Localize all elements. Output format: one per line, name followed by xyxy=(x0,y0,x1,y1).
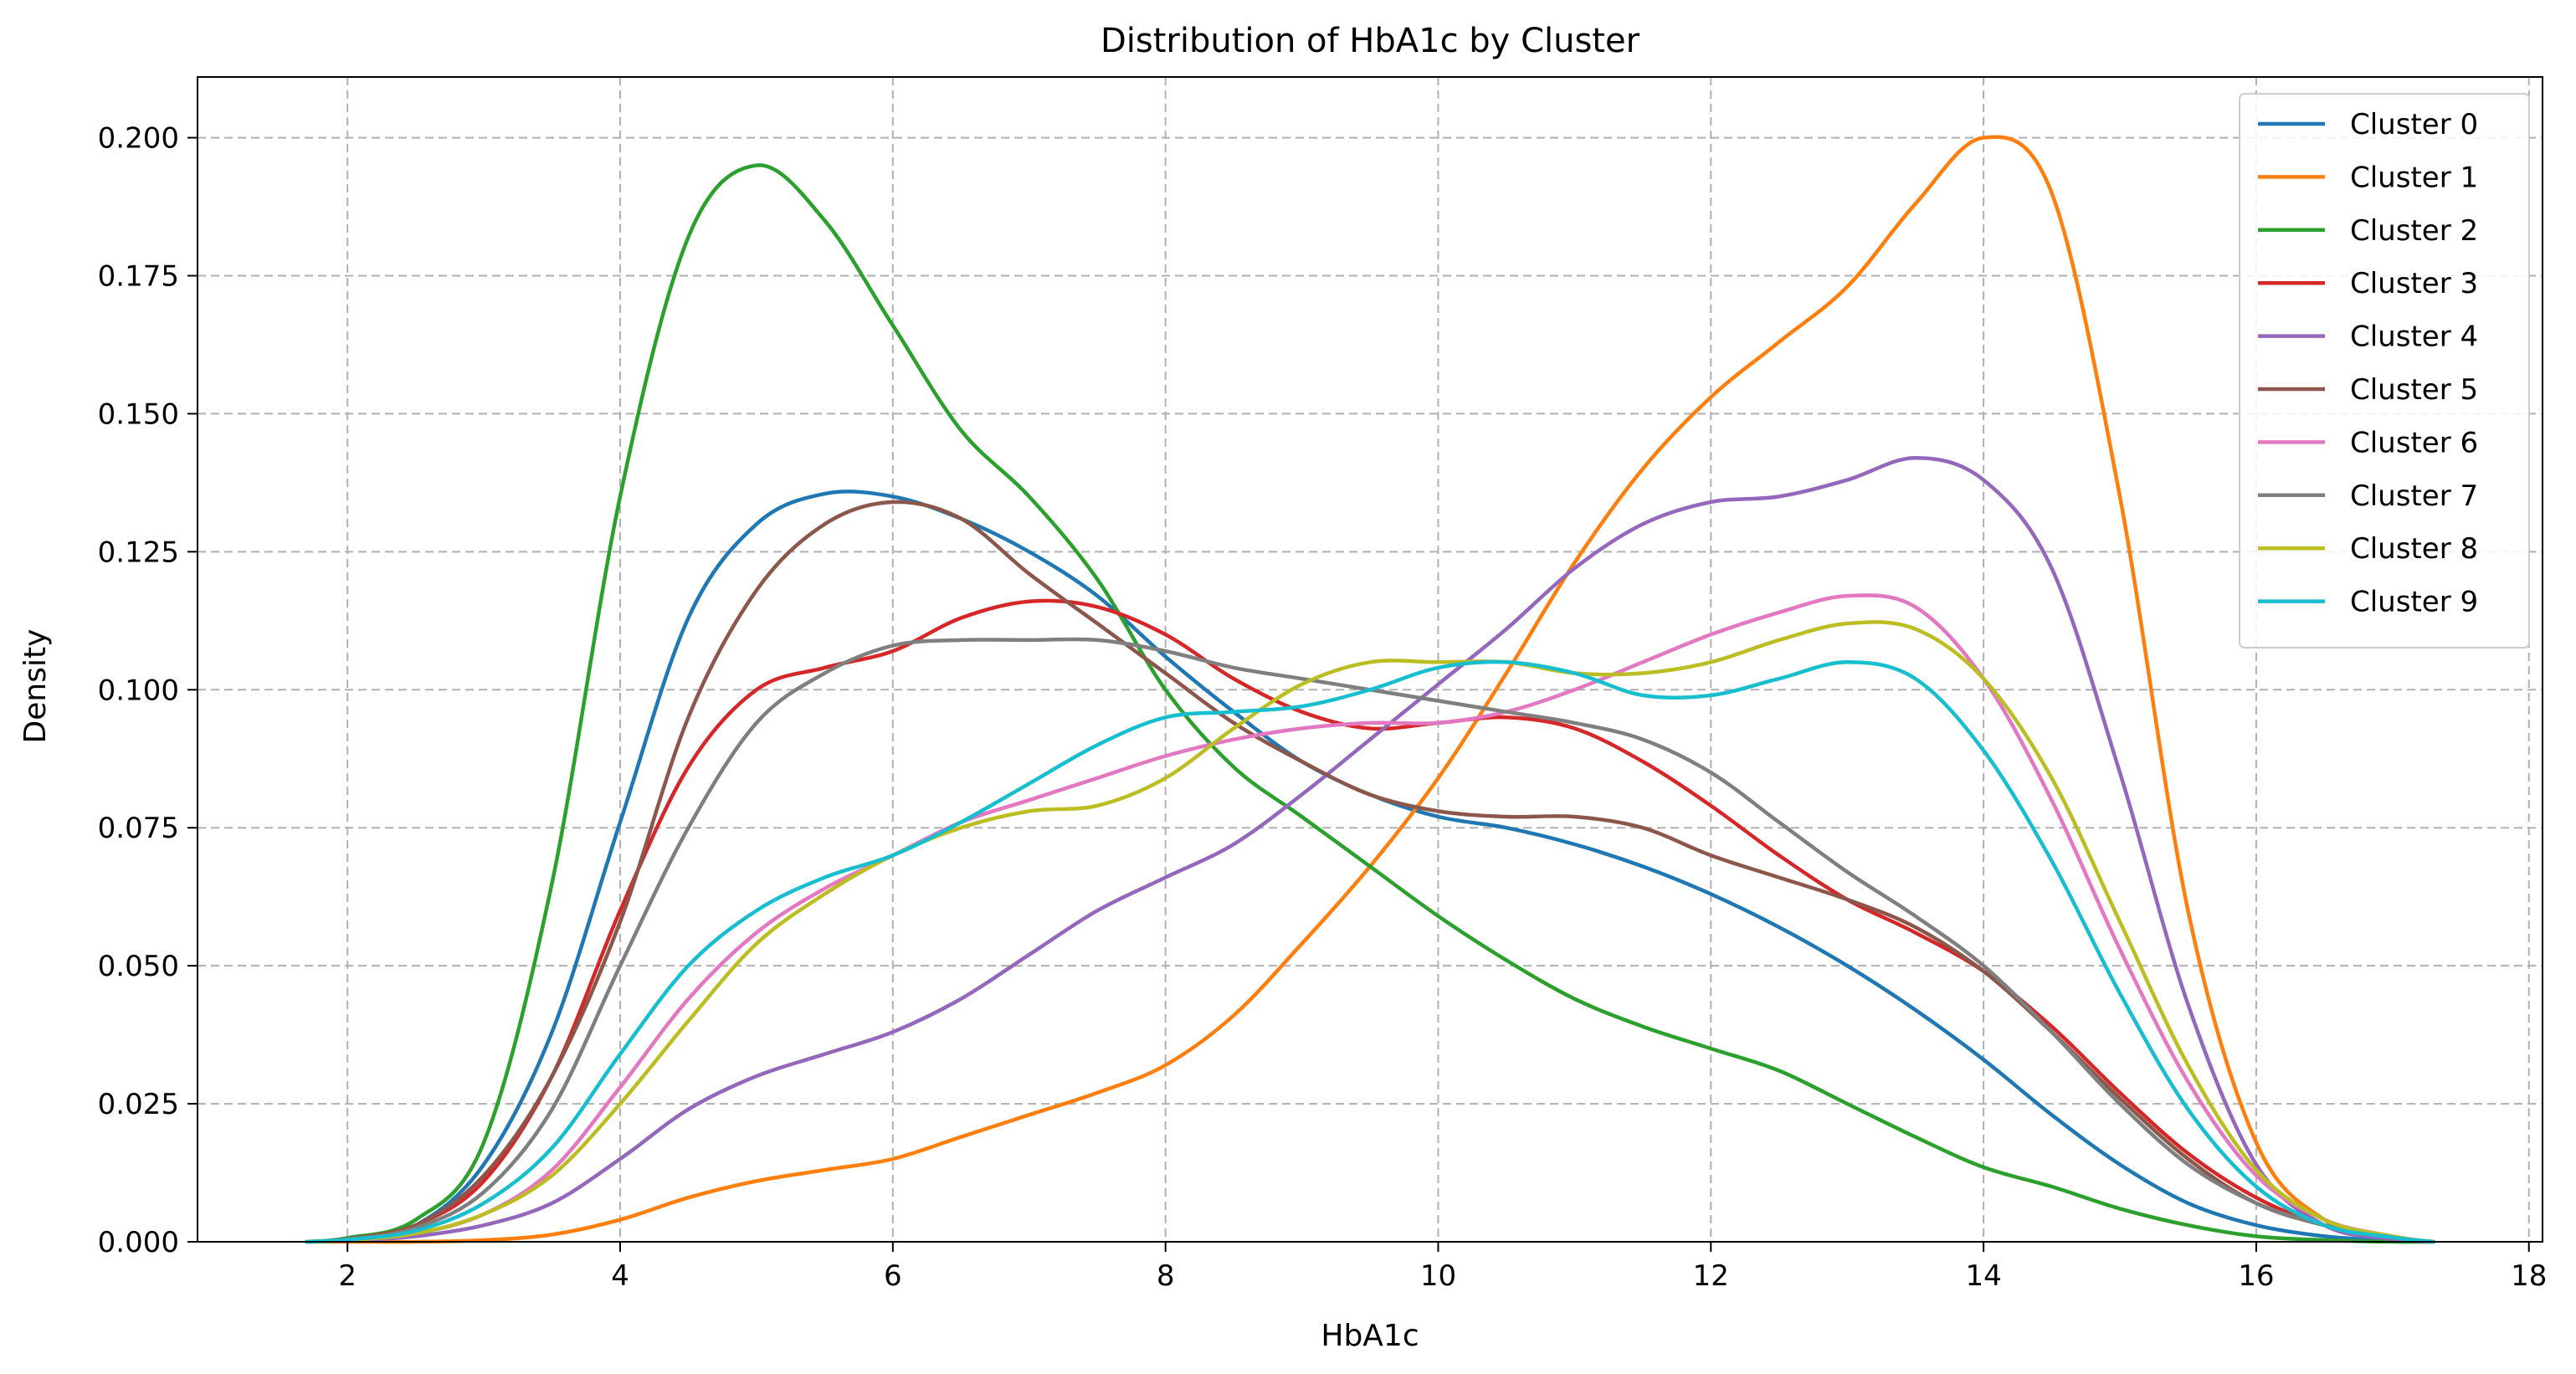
x-tick-label: 18 xyxy=(2511,1259,2547,1293)
y-tick-label: 0.175 xyxy=(98,259,179,293)
y-tick-label: 0.075 xyxy=(98,812,179,845)
legend-label: Cluster 9 xyxy=(2350,586,2478,619)
x-tick-label: 12 xyxy=(1693,1259,1729,1293)
series-line-cluster-6 xyxy=(305,593,2435,1244)
y-axis-label: Density xyxy=(18,629,53,744)
legend-label: Cluster 7 xyxy=(2350,479,2478,513)
legend-label: Cluster 0 xyxy=(2350,108,2478,141)
x-axis-ticks: 2 4 6 8 10 12 14 16 18 xyxy=(338,1242,2547,1293)
x-tick-label: 10 xyxy=(1420,1259,1456,1293)
y-tick-label: 0.150 xyxy=(98,397,179,431)
legend-label: Cluster 1 xyxy=(2350,161,2478,194)
x-tick-label: 8 xyxy=(1157,1259,1175,1293)
y-tick-label: 0.100 xyxy=(98,674,179,707)
series-line-cluster-1 xyxy=(305,135,2435,1244)
plot-frame xyxy=(197,76,2543,1243)
series-line-cluster-2 xyxy=(305,163,2435,1244)
series-line-cluster-8 xyxy=(305,620,2435,1244)
series-line-cluster-4 xyxy=(305,455,2435,1244)
y-tick-label: 0.200 xyxy=(98,122,179,156)
legend-label: Cluster 5 xyxy=(2350,373,2478,407)
x-tick-label: 16 xyxy=(2238,1259,2274,1293)
series-line-cluster-7 xyxy=(305,637,2435,1244)
y-tick-label: 0.050 xyxy=(98,950,179,983)
chart-title: Distribution of HbA1c by Cluster xyxy=(1101,22,1640,60)
legend-label: Cluster 2 xyxy=(2350,214,2478,248)
legend: Cluster 0 Cluster 1 Cluster 2 Cluster 3 Clus… xyxy=(2239,93,2530,649)
legend-label: Cluster 4 xyxy=(2350,320,2478,354)
x-tick-label: 2 xyxy=(338,1259,357,1293)
legend-label: Cluster 8 xyxy=(2350,532,2478,566)
legend-label: Cluster 6 xyxy=(2350,426,2478,459)
series-line-cluster-9 xyxy=(305,659,2435,1244)
y-tick-label: 0.125 xyxy=(98,536,179,569)
series-lines xyxy=(305,135,2435,1244)
y-axis-ticks: 0.000 0.025 0.050 0.075 0.100 0.125 0.150 0.175… xyxy=(98,122,198,1259)
x-tick-label: 6 xyxy=(884,1259,902,1293)
x-axis-label: HbA1c xyxy=(1321,1319,1419,1353)
y-tick-label: 0.000 xyxy=(98,1226,179,1259)
y-tick-label: 0.025 xyxy=(98,1088,179,1121)
x-tick-label: 14 xyxy=(1965,1259,2001,1293)
legend-box xyxy=(2239,93,2530,649)
x-tick-label: 4 xyxy=(611,1259,629,1293)
legend-label: Cluster 3 xyxy=(2350,267,2478,300)
